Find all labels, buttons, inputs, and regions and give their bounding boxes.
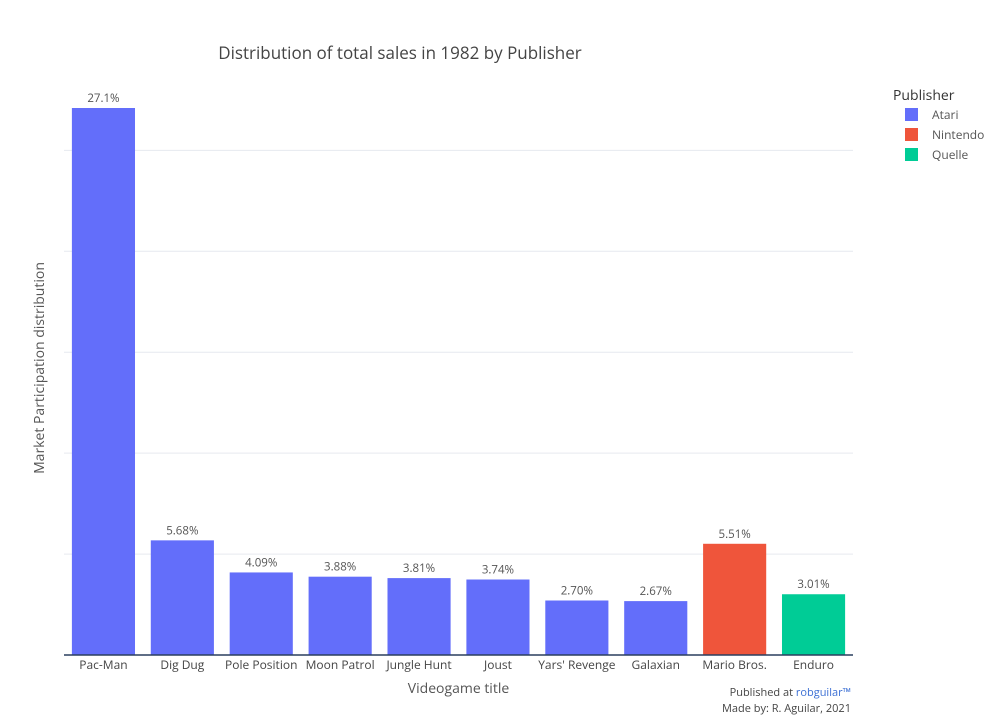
bar-yars-revenge[interactable] — [545, 600, 609, 655]
bar-label-pac-man: 27.1% — [87, 91, 119, 106]
legend-label-quelle: Quelle — [932, 146, 968, 163]
bar-pac-man[interactable] — [71, 108, 136, 655]
bar-label-dig-dug: 5.68% — [166, 523, 198, 538]
bar-enduro[interactable] — [781, 594, 846, 655]
bar-label-galaxian: 2.67% — [640, 584, 672, 599]
legend-item-nintendo[interactable]: Nintendo — [905, 126, 984, 143]
chart-title: Distribution of total sales in 1982 by P… — [218, 41, 582, 64]
bar-label-enduro: 3.01% — [797, 577, 829, 592]
x-tick-galaxian: Galaxian — [632, 656, 680, 673]
x-tick-moon-patrol: Moon Patrol — [306, 656, 375, 673]
legend-title: Publisher — [893, 86, 955, 105]
x-tick-enduro: Enduro — [793, 656, 834, 673]
legend-item-atari[interactable]: Atari — [905, 106, 958, 123]
made-by-credit: Made by: R. Aguilar, 2021 — [722, 701, 851, 716]
x-tick-mario-bros: Mario Bros. — [702, 656, 766, 673]
bar-label-mario-bros: 5.51% — [719, 527, 751, 542]
published-credit: Published at robguilar™ — [730, 685, 851, 700]
legend-label-atari: Atari — [932, 106, 958, 123]
legend-swatch-nintendo — [905, 128, 918, 141]
x-tick-jungle-hunt: Jungle Hunt — [385, 656, 451, 673]
y-axis-title: Market Participation distribution — [30, 262, 49, 474]
bar-joust[interactable] — [466, 579, 530, 655]
legend-swatch-quelle — [905, 148, 918, 161]
bar-label-moon-patrol: 3.88% — [324, 560, 356, 575]
x-tick-dig-dug: Dig Dug — [160, 656, 204, 673]
bar-label-joust: 3.74% — [482, 563, 514, 578]
bar-labels: 27.1% 5.68% 4.09% 3.88% 3.81% 3.74% 2.70% 2.67%… — [87, 91, 829, 599]
bar-label-pole-position: 4.09% — [245, 555, 277, 570]
bar-dig-dug[interactable] — [150, 540, 214, 655]
gridlines — [64, 149, 853, 555]
legend-swatch-atari — [905, 108, 918, 121]
x-axis-title: Videogame title — [408, 679, 510, 698]
bar-label-jungle-hunt: 3.81% — [403, 561, 435, 576]
x-tick-pole-position: Pole Position — [225, 656, 297, 673]
legend-item-quelle[interactable]: Quelle — [905, 146, 968, 163]
bar-label-yars-revenge: 2.70% — [561, 584, 593, 599]
bar-jungle-hunt[interactable] — [387, 578, 451, 655]
x-tick-pac-man: Pac-Man — [79, 656, 127, 673]
x-tick-yars-revenge: Yars' Revenge — [538, 656, 616, 673]
bar-mario-bros[interactable] — [703, 543, 767, 655]
x-tick-labels: Pac-Man Dig Dug Pole Position Moon Patrol Ju… — [79, 656, 834, 673]
bars — [71, 108, 846, 655]
x-tick-joust: Joust — [483, 656, 512, 673]
legend-label-nintendo: Nintendo — [932, 126, 984, 143]
bar-pole-position[interactable] — [229, 572, 293, 655]
bar-moon-patrol[interactable] — [308, 576, 372, 655]
published-prefix: Published at — [730, 685, 796, 700]
bar-galaxian[interactable] — [624, 601, 688, 655]
publisher-link[interactable]: robguilar™ — [796, 685, 851, 700]
legend: Publisher Atari Nintendo Quelle — [893, 86, 984, 163]
